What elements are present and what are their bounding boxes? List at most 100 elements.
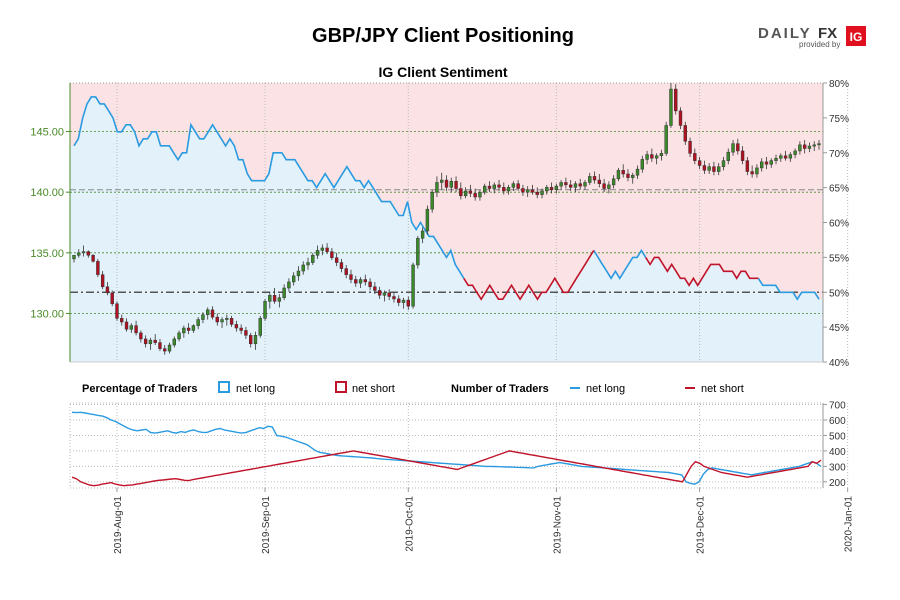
candle [77,249,81,258]
candle [468,184,473,198]
candle-body [77,252,81,256]
candle [483,183,487,195]
candle [760,158,764,172]
candle-body [268,295,272,302]
candle-body [358,279,363,284]
candle [449,177,453,193]
candle [454,176,458,193]
candle-body [244,330,248,336]
candle [416,235,420,269]
candle [807,142,812,153]
legend-num-short-label: net short [701,383,744,395]
candle [444,175,449,191]
candle-body [225,318,229,320]
candle [688,137,692,157]
legend-pct-short-label: net short [352,383,395,395]
candle [234,320,239,332]
candle [239,324,243,335]
candle-body [654,155,659,159]
candle-body [301,264,305,272]
candle [626,169,630,182]
candle [201,312,205,324]
candle-body [124,321,129,330]
candle [678,107,683,130]
candle-body [143,338,148,345]
candle [287,278,291,292]
candle-body [420,230,425,239]
candle [268,291,272,309]
candle-body [468,190,473,194]
candle [430,189,434,213]
candle [755,164,759,178]
candle-body [392,296,396,300]
candle-body [583,182,587,187]
candle [549,182,554,194]
candle-body [812,144,816,147]
price-tick-label: 130.00 [30,308,64,320]
candle [263,298,267,321]
candle [487,181,492,193]
candle [354,275,358,287]
candle [783,150,788,161]
candle-body [807,145,812,149]
candle [578,178,582,190]
candle [344,264,348,279]
candle [525,186,530,198]
candle-body [177,332,181,340]
candle [650,148,654,162]
candle-body [497,184,501,188]
candle-body [635,168,640,176]
candle-body [296,270,301,277]
bottom-plot-area: 200 300 400 500 600 700 2019-Aug-01 2019-Sep-01… [69,401,855,554]
candle [167,342,172,354]
candle [693,148,697,165]
candle [225,314,229,326]
candle [497,180,501,191]
legend-percentage-title: Percentage of Traders [82,383,198,395]
candle-body [325,247,329,252]
candle [249,332,253,348]
candle-body [382,292,387,296]
candle [91,254,95,263]
chart-subtitle: IG Client Sentiment [378,64,507,80]
candle-body [588,176,592,183]
candle [745,156,750,176]
candle-body [315,250,320,256]
candle [535,187,539,199]
candle [96,258,100,278]
candle [530,184,535,195]
candle-body [540,190,544,195]
candle [420,227,425,244]
candle [793,148,797,159]
candle-body [129,325,133,330]
candle-body [650,154,654,159]
candle-body [134,325,138,334]
candle [607,181,611,194]
candle [492,182,496,194]
candle [726,148,730,165]
candle-body [263,301,267,319]
candle-body [712,166,716,172]
candle [669,83,673,128]
candle [435,176,439,198]
candle [616,167,621,182]
candle [330,247,334,261]
candle-body [373,286,377,291]
candle-body [153,339,157,343]
candle-body [545,187,549,192]
candle [478,189,482,201]
candle-body [631,174,635,178]
x-tick-label: 2019-Sep-01 [261,496,272,554]
x-tick-label: 2019-Dec-01 [696,496,707,554]
candle-body [483,185,487,193]
candle-body [693,153,697,161]
candle [764,156,769,170]
candle-body [167,344,172,352]
candle-body [277,297,282,302]
candle [721,156,726,171]
candle [802,140,807,154]
percent-tick-label: 65% [829,184,849,195]
candle [139,330,143,343]
count-tick-label: 300 [829,462,846,473]
candle [683,121,687,145]
